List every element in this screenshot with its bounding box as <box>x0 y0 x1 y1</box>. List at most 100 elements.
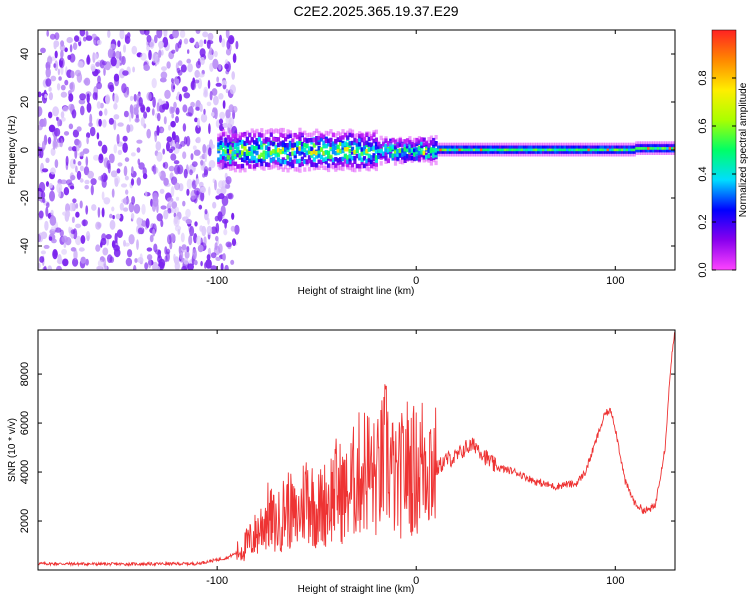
spectrogram-signal-cell <box>656 141 660 145</box>
spectrogram-signal-cell <box>432 148 436 153</box>
spectrogram-noise-cell <box>38 91 42 98</box>
spectrogram-signal-cell <box>420 137 424 142</box>
spectrogram-signal-cell <box>604 153 608 157</box>
spectrogram-signal-cell <box>329 142 333 147</box>
spectrogram-noise-cell <box>43 117 47 127</box>
spectrogram-signal-cell <box>563 145 567 149</box>
spectrogram-signal-cell <box>377 154 381 160</box>
spectrogram-noise-cell <box>142 173 148 180</box>
spectrogram-signal-cell <box>365 131 369 136</box>
spectrogram-noise-cell <box>90 178 97 186</box>
spectrogram-signal-cell <box>250 151 254 156</box>
spectrogram-noise-cell <box>170 153 177 161</box>
spectrogram-noise-cell <box>146 247 153 252</box>
spectrogram-signal-cell <box>628 145 632 149</box>
spectrogram-signal-cell <box>520 153 524 157</box>
spectrogram-signal-cell <box>436 145 441 149</box>
spectrogram-noise-cell <box>109 154 115 164</box>
spectrogram-signal-cell <box>577 142 582 146</box>
spectrogram-signal-cell <box>312 149 316 155</box>
spectrogram-noise-cell <box>122 135 128 142</box>
spectrogram-signal-cell <box>350 150 355 155</box>
spectrogram-signal-cell <box>401 139 405 144</box>
spectrogram-noise-cell <box>152 196 159 207</box>
spectrogram-signal-cell <box>398 138 402 143</box>
spectrogram-noise-cell <box>192 248 198 260</box>
spectrogram-signal-cell <box>403 147 407 152</box>
spectrogram-noise-cell <box>187 49 190 54</box>
spectrogram-signal-cell <box>365 149 369 154</box>
spectrogram-signal-cell <box>549 142 553 146</box>
spectrogram-signal-cell <box>668 146 672 150</box>
spectrogram-signal-cell <box>379 153 383 158</box>
spectrogram-noise-cell <box>107 30 111 38</box>
spectrogram-noise-cell <box>163 177 169 186</box>
spectrogram-signal-cell <box>327 167 331 173</box>
spectrogram-noise-cell <box>216 188 221 195</box>
spectrogram-signal-cell <box>522 150 527 154</box>
spectrogram-signal-cell <box>482 145 486 149</box>
spectrogram-signal-cell <box>286 143 290 148</box>
spectrogram-noise-cell <box>205 259 212 269</box>
spectrogram-signal-cell <box>568 150 572 154</box>
spectrogram-signal-cell <box>327 138 331 144</box>
spectrogram-noise-cell <box>204 209 208 215</box>
snr-xlabel: Height of straight line (km) <box>298 584 415 595</box>
spectrogram-signal-cell <box>491 145 496 149</box>
spectrogram-signal-cell <box>599 148 603 152</box>
spectrogram-signal-cell <box>487 142 491 146</box>
spectrogram-signal-cell <box>303 152 307 158</box>
spectrogram-signal-cell <box>551 148 555 152</box>
spectrogram-signal-cell <box>219 163 223 168</box>
spectrogram-signal-cell <box>403 155 407 161</box>
spectrogram-signal-cell <box>506 145 510 149</box>
spectrogram-signal-cell <box>556 153 560 157</box>
spectrogram-signal-cell <box>367 157 371 163</box>
spectrogram-noise-cell <box>156 102 160 112</box>
spectrogram-noise-cell <box>234 224 240 235</box>
spectrogram-noise-cell <box>183 258 189 265</box>
spectrogram-signal-cell <box>475 150 479 154</box>
spectrogram-signal-cell <box>322 134 326 140</box>
spectrogram-signal-cell <box>587 153 591 157</box>
spectrogram-signal-cell <box>315 154 319 159</box>
spectrogram-signal-cell <box>229 137 233 142</box>
spectrogram-signal-cell <box>336 165 340 171</box>
spectrogram-signal-cell <box>284 137 288 142</box>
spectrogram-signal-cell <box>319 163 324 168</box>
spectrogram-signal-cell <box>310 150 314 156</box>
spectrogram-signal-cell <box>532 150 536 154</box>
spectrogram-signal-cell <box>484 150 488 154</box>
spectrogram-noise-cell <box>192 145 197 150</box>
spectrogram-signal-cell <box>616 142 620 146</box>
spectrogram-noise-cell <box>198 204 203 210</box>
spectrogram-signal-cell <box>231 161 235 166</box>
spectrogram-signal-cell <box>649 141 653 145</box>
spectrogram-noise-cell <box>47 136 52 145</box>
colorbar-ticks: 0.00.20.40.60.8 <box>697 70 736 278</box>
spectrogram-signal-cell <box>482 153 486 157</box>
spectrogram-signal-cell <box>370 155 374 160</box>
spectrogram-noise-cell <box>101 144 108 154</box>
spectrogram-noise-cell <box>85 231 91 241</box>
spectrogram-signal-cell <box>310 153 314 158</box>
spectrogram-noise-cell <box>54 32 60 40</box>
spectrogram-signal-cell <box>589 148 593 152</box>
spectrogram-signal-cell <box>625 148 629 152</box>
spectrogram-signal-cell <box>651 149 656 153</box>
spectrogram-noise-cell <box>85 258 89 266</box>
spectrogram-signal-cell <box>640 149 644 153</box>
spectrogram-noise-cell <box>156 151 163 162</box>
spectrogram-noise-cell <box>151 108 155 116</box>
spectrogram-signal-cell <box>303 167 307 172</box>
spectrogram-signal-cell <box>374 166 378 172</box>
spectrogram-noise-cell <box>124 157 130 162</box>
spectrogram-signal-cell <box>434 135 438 140</box>
spectrogram-signal-cell <box>606 150 610 154</box>
spectrogram-noise-cell <box>200 186 207 194</box>
spectrogram-noise-cell <box>38 210 44 219</box>
spectrogram-signal-cell <box>663 151 668 155</box>
spectrogram-noise-cell <box>72 42 78 50</box>
spectrogram-noise-cell <box>50 209 54 216</box>
spectrogram-signal-cell <box>300 141 304 147</box>
